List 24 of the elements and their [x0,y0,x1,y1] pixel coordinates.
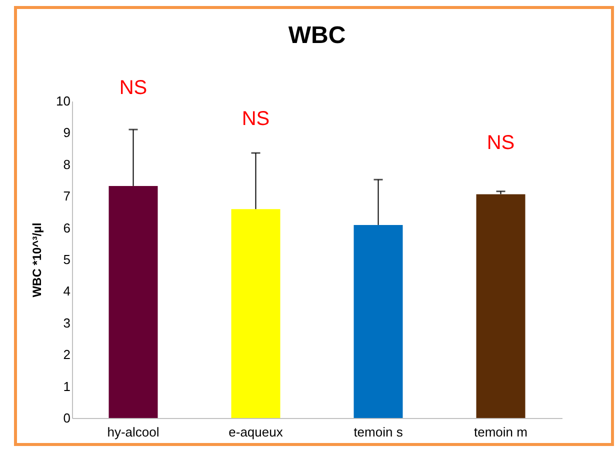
y-tick-label: 9 [63,125,70,140]
x-tick-label: temoin m [474,424,528,440]
x-tick-label: e-aqueux [228,424,284,440]
chart-title: WBC [288,22,346,49]
y-tick-label: 8 [63,156,70,172]
y-tick-label: 7 [63,188,70,204]
y-tick-label: 5 [63,252,70,267]
x-tick-label: temoin s [354,424,404,440]
annotation: NS [486,132,515,154]
y-tick-label: 2 [63,347,70,362]
y-tick-label: 6 [63,220,70,236]
y-tick-label: 0 [63,410,70,426]
x-tick-label: hy-alcool [107,424,160,440]
y-tick-label: 4 [63,284,70,299]
y-tick-label: 3 [63,315,70,330]
bar [354,224,403,418]
bar [108,186,158,418]
text: NS [119,77,148,99]
y-tick-label: 10 [56,94,70,108]
y-axis-title: WBC *10^³/µl [30,222,44,298]
y-tick-label: 1 [63,378,70,394]
annotation: NS [242,108,270,130]
bar [231,209,280,418]
bar [476,194,526,418]
